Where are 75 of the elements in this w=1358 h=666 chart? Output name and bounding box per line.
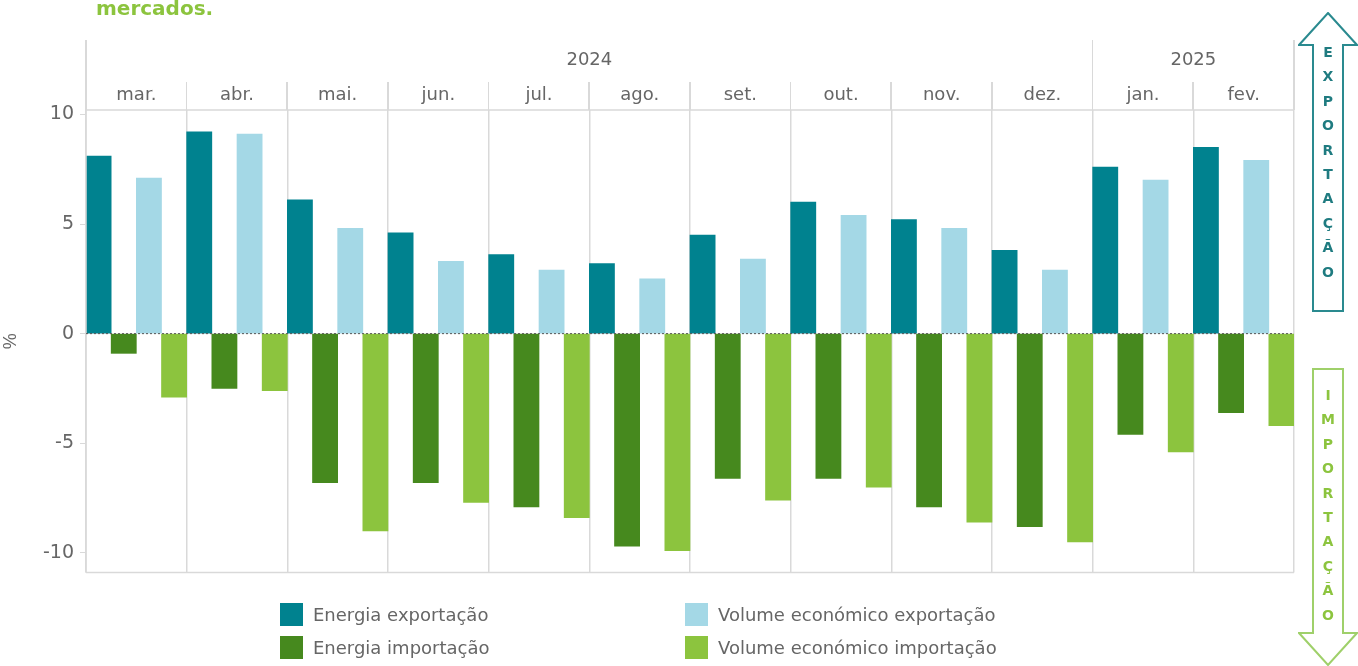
bar: [513, 333, 540, 508]
bar: [312, 333, 338, 484]
bar: [438, 260, 464, 334]
x-tick-label: dez.: [1023, 82, 1062, 104]
bar: [1092, 166, 1119, 334]
x-tick-label: jun.: [420, 82, 456, 104]
bar: [765, 333, 791, 501]
bar: [1167, 333, 1194, 453]
bar: [840, 214, 867, 334]
bar: [1016, 333, 1043, 527]
bar: [1218, 333, 1244, 413]
y-tick-label: -5: [55, 430, 74, 453]
x-tick-label: jan.: [1125, 82, 1160, 104]
bar: [941, 228, 968, 334]
bar: [186, 131, 213, 334]
bar: [664, 333, 691, 552]
bar: [1142, 179, 1169, 334]
text: EXPORTAÇÃO: [1322, 44, 1334, 280]
x-tick-label: jul.: [524, 82, 553, 104]
x-tick-label: ago.: [620, 82, 660, 104]
bar: [362, 333, 389, 532]
legend-label: Volume económico importação: [718, 637, 997, 658]
bar: [1042, 269, 1068, 334]
x-tick-label: nov.: [922, 82, 961, 104]
bar: [991, 249, 1018, 334]
bar: [891, 219, 917, 334]
bar: [865, 333, 892, 488]
bar: [211, 333, 238, 389]
x-tick-label: mar.: [116, 82, 157, 104]
bar: [161, 333, 187, 398]
bar: [136, 177, 162, 334]
bar: [916, 333, 942, 508]
x-tick-label: abr.: [220, 82, 254, 104]
bar: [639, 278, 666, 334]
bar: [714, 333, 741, 479]
bar: [1193, 146, 1219, 334]
bar: [538, 269, 565, 334]
bar: [1268, 333, 1294, 427]
bar: [236, 133, 263, 334]
bar: [387, 232, 414, 334]
bar: [966, 333, 993, 523]
bar: [1243, 160, 1270, 334]
legend-label: Energia exportação: [313, 604, 489, 625]
bar: [740, 258, 766, 334]
bar: [1067, 333, 1093, 543]
bar: [614, 333, 640, 547]
text: IMPORTAÇÃO: [1321, 387, 1335, 623]
bar: [488, 254, 515, 334]
bar: [1117, 333, 1144, 435]
bar: [287, 199, 313, 334]
bar: [689, 234, 716, 334]
y-tick-label: 0: [61, 320, 74, 343]
y-tick-label: -10: [42, 539, 74, 562]
y-tick-label: 10: [49, 101, 74, 124]
x-tick-label: out.: [823, 82, 859, 104]
y-axis-title: %: [0, 333, 20, 350]
bar: [563, 333, 590, 519]
x-tick-label: mai.: [318, 82, 358, 104]
bar: [261, 333, 288, 391]
bar: [790, 201, 817, 334]
chart-title: mercados.: [96, 0, 214, 20]
bar: [412, 333, 439, 484]
legend-label: Energia importação: [313, 637, 490, 658]
bar: [589, 263, 615, 334]
text: 2024: [566, 47, 613, 69]
y-tick-label: 5: [61, 210, 74, 233]
x-tick-label: fev.: [1227, 82, 1260, 104]
bar: [815, 333, 842, 479]
x-tick-label: set.: [723, 82, 757, 104]
legend-label: Volume económico exportação: [718, 604, 996, 625]
bar: [110, 333, 137, 354]
bar: [463, 333, 489, 503]
bar: [86, 155, 112, 334]
text: 2025: [1170, 47, 1217, 69]
bar: [337, 228, 364, 334]
